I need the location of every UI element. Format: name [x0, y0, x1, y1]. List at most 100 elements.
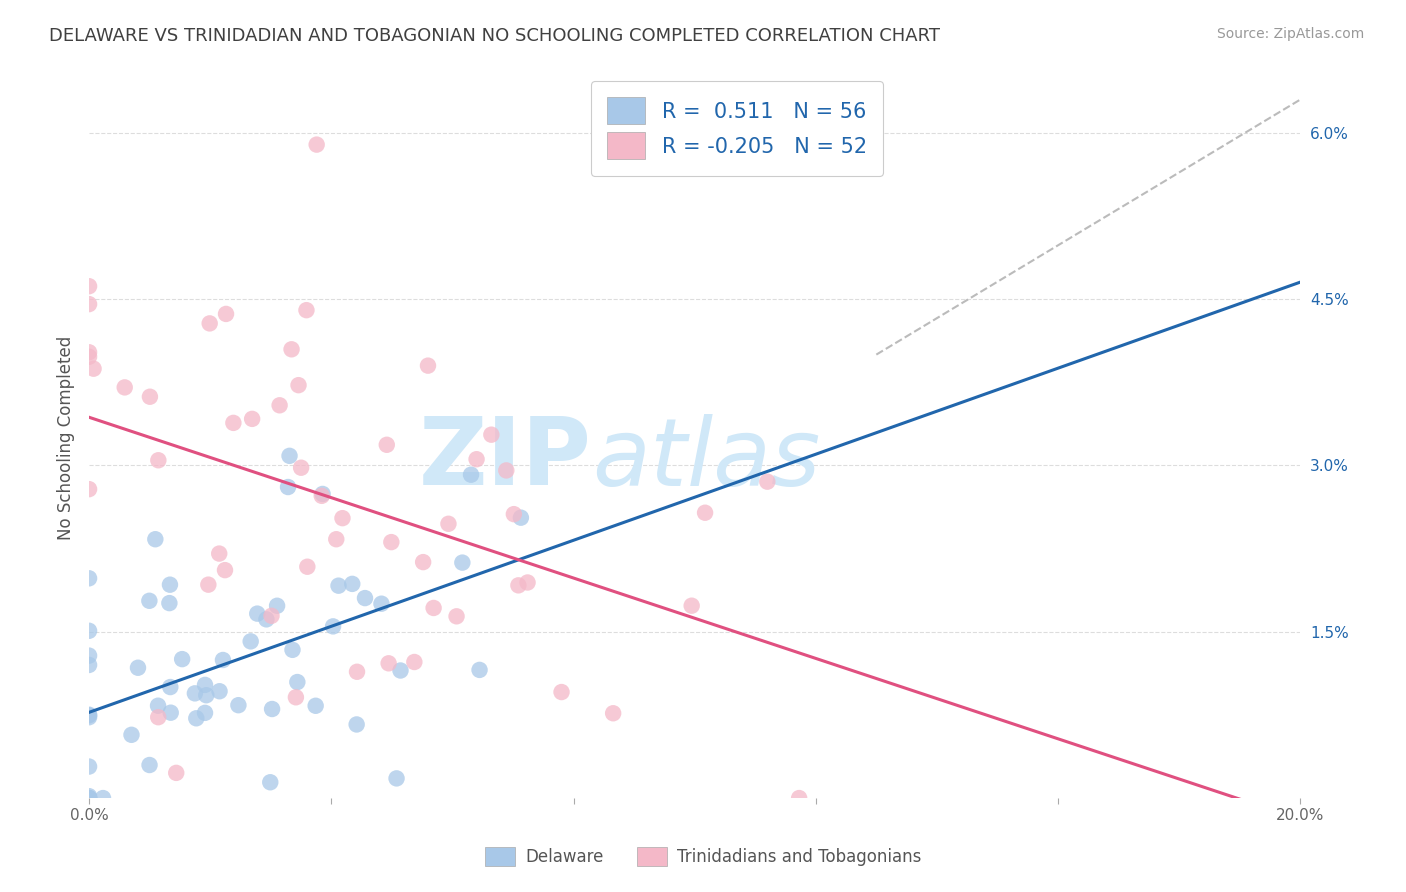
Y-axis label: No Schooling Completed: No Schooling Completed: [58, 335, 75, 540]
Point: [77, 710, 100, 724]
Point: [159, 680, 181, 694]
Point: [404, 655, 426, 669]
Point: [295, 303, 318, 318]
Point: [148, 710, 170, 724]
Point: [228, 698, 250, 713]
Point: [91, 791, 114, 805]
Point: [77, 297, 100, 311]
Point: [550, 685, 572, 699]
Point: [77, 482, 100, 496]
Point: [354, 591, 377, 606]
Point: [495, 463, 517, 477]
Point: [416, 359, 439, 373]
Point: [342, 577, 364, 591]
Point: [305, 137, 328, 152]
Point: [215, 307, 238, 321]
Point: [127, 661, 149, 675]
Point: [77, 708, 100, 723]
Text: ZIP: ZIP: [419, 413, 592, 506]
Point: [502, 507, 524, 521]
Point: [311, 487, 333, 501]
Text: DELAWARE VS TRINIDADIAN AND TOBAGONIAN NO SCHOOLING COMPLETED CORRELATION CHART: DELAWARE VS TRINIDADIAN AND TOBAGONIAN N…: [49, 27, 941, 45]
Point: [370, 597, 392, 611]
Point: [460, 467, 482, 482]
Point: [375, 438, 398, 452]
Point: [325, 533, 347, 547]
Point: [208, 684, 231, 698]
Point: [787, 791, 810, 805]
Point: [508, 578, 530, 592]
Point: [278, 449, 301, 463]
Point: [346, 717, 368, 731]
Point: [681, 599, 703, 613]
Point: [280, 343, 302, 357]
Point: [208, 547, 231, 561]
Point: [194, 678, 217, 692]
Point: [479, 427, 502, 442]
Point: [172, 652, 194, 666]
Point: [389, 664, 412, 678]
Point: [77, 350, 100, 364]
Point: [412, 555, 434, 569]
Point: [262, 702, 284, 716]
Point: [83, 361, 105, 376]
Point: [77, 791, 100, 805]
Point: [77, 345, 100, 359]
Point: [240, 412, 263, 426]
Point: [146, 698, 169, 713]
Point: [446, 609, 468, 624]
Point: [509, 510, 531, 524]
Point: [77, 624, 100, 638]
Point: [254, 612, 277, 626]
Point: [222, 416, 245, 430]
Point: [332, 511, 354, 525]
Point: [77, 571, 100, 585]
Point: [380, 535, 402, 549]
Point: [305, 698, 328, 713]
Point: [468, 663, 491, 677]
Legend: Delaware, Trinidadians and Tobagonians: Delaware, Trinidadians and Tobagonians: [477, 838, 929, 875]
Point: [246, 607, 269, 621]
Point: [693, 506, 716, 520]
Point: [159, 577, 181, 591]
Point: [311, 489, 333, 503]
Point: [346, 665, 368, 679]
Point: [77, 707, 100, 722]
Point: [77, 759, 100, 773]
Point: [277, 480, 299, 494]
Point: [143, 533, 166, 547]
Point: [186, 711, 208, 725]
Legend: R =  0.511   N = 56, R = -0.205   N = 52: R = 0.511 N = 56, R = -0.205 N = 52: [591, 80, 883, 176]
Point: [422, 601, 444, 615]
Point: [77, 789, 100, 804]
Point: [437, 516, 460, 531]
Point: [281, 643, 304, 657]
Point: [77, 791, 100, 805]
Point: [516, 575, 538, 590]
Point: [756, 475, 779, 489]
Point: [259, 775, 281, 789]
Point: [77, 791, 100, 805]
Point: [138, 594, 160, 608]
Text: Source: ZipAtlas.com: Source: ZipAtlas.com: [1216, 27, 1364, 41]
Point: [77, 648, 100, 663]
Point: [157, 596, 180, 610]
Point: [451, 556, 474, 570]
Point: [239, 634, 262, 648]
Point: [214, 563, 236, 577]
Point: [121, 728, 143, 742]
Point: [194, 706, 217, 720]
Point: [297, 559, 319, 574]
Point: [77, 657, 100, 672]
Point: [322, 619, 344, 633]
Point: [328, 579, 350, 593]
Point: [148, 453, 170, 467]
Point: [285, 675, 308, 690]
Text: atlas: atlas: [592, 414, 820, 505]
Point: [290, 460, 312, 475]
Point: [165, 765, 187, 780]
Point: [77, 279, 100, 293]
Point: [287, 378, 309, 392]
Point: [269, 398, 291, 412]
Point: [139, 390, 162, 404]
